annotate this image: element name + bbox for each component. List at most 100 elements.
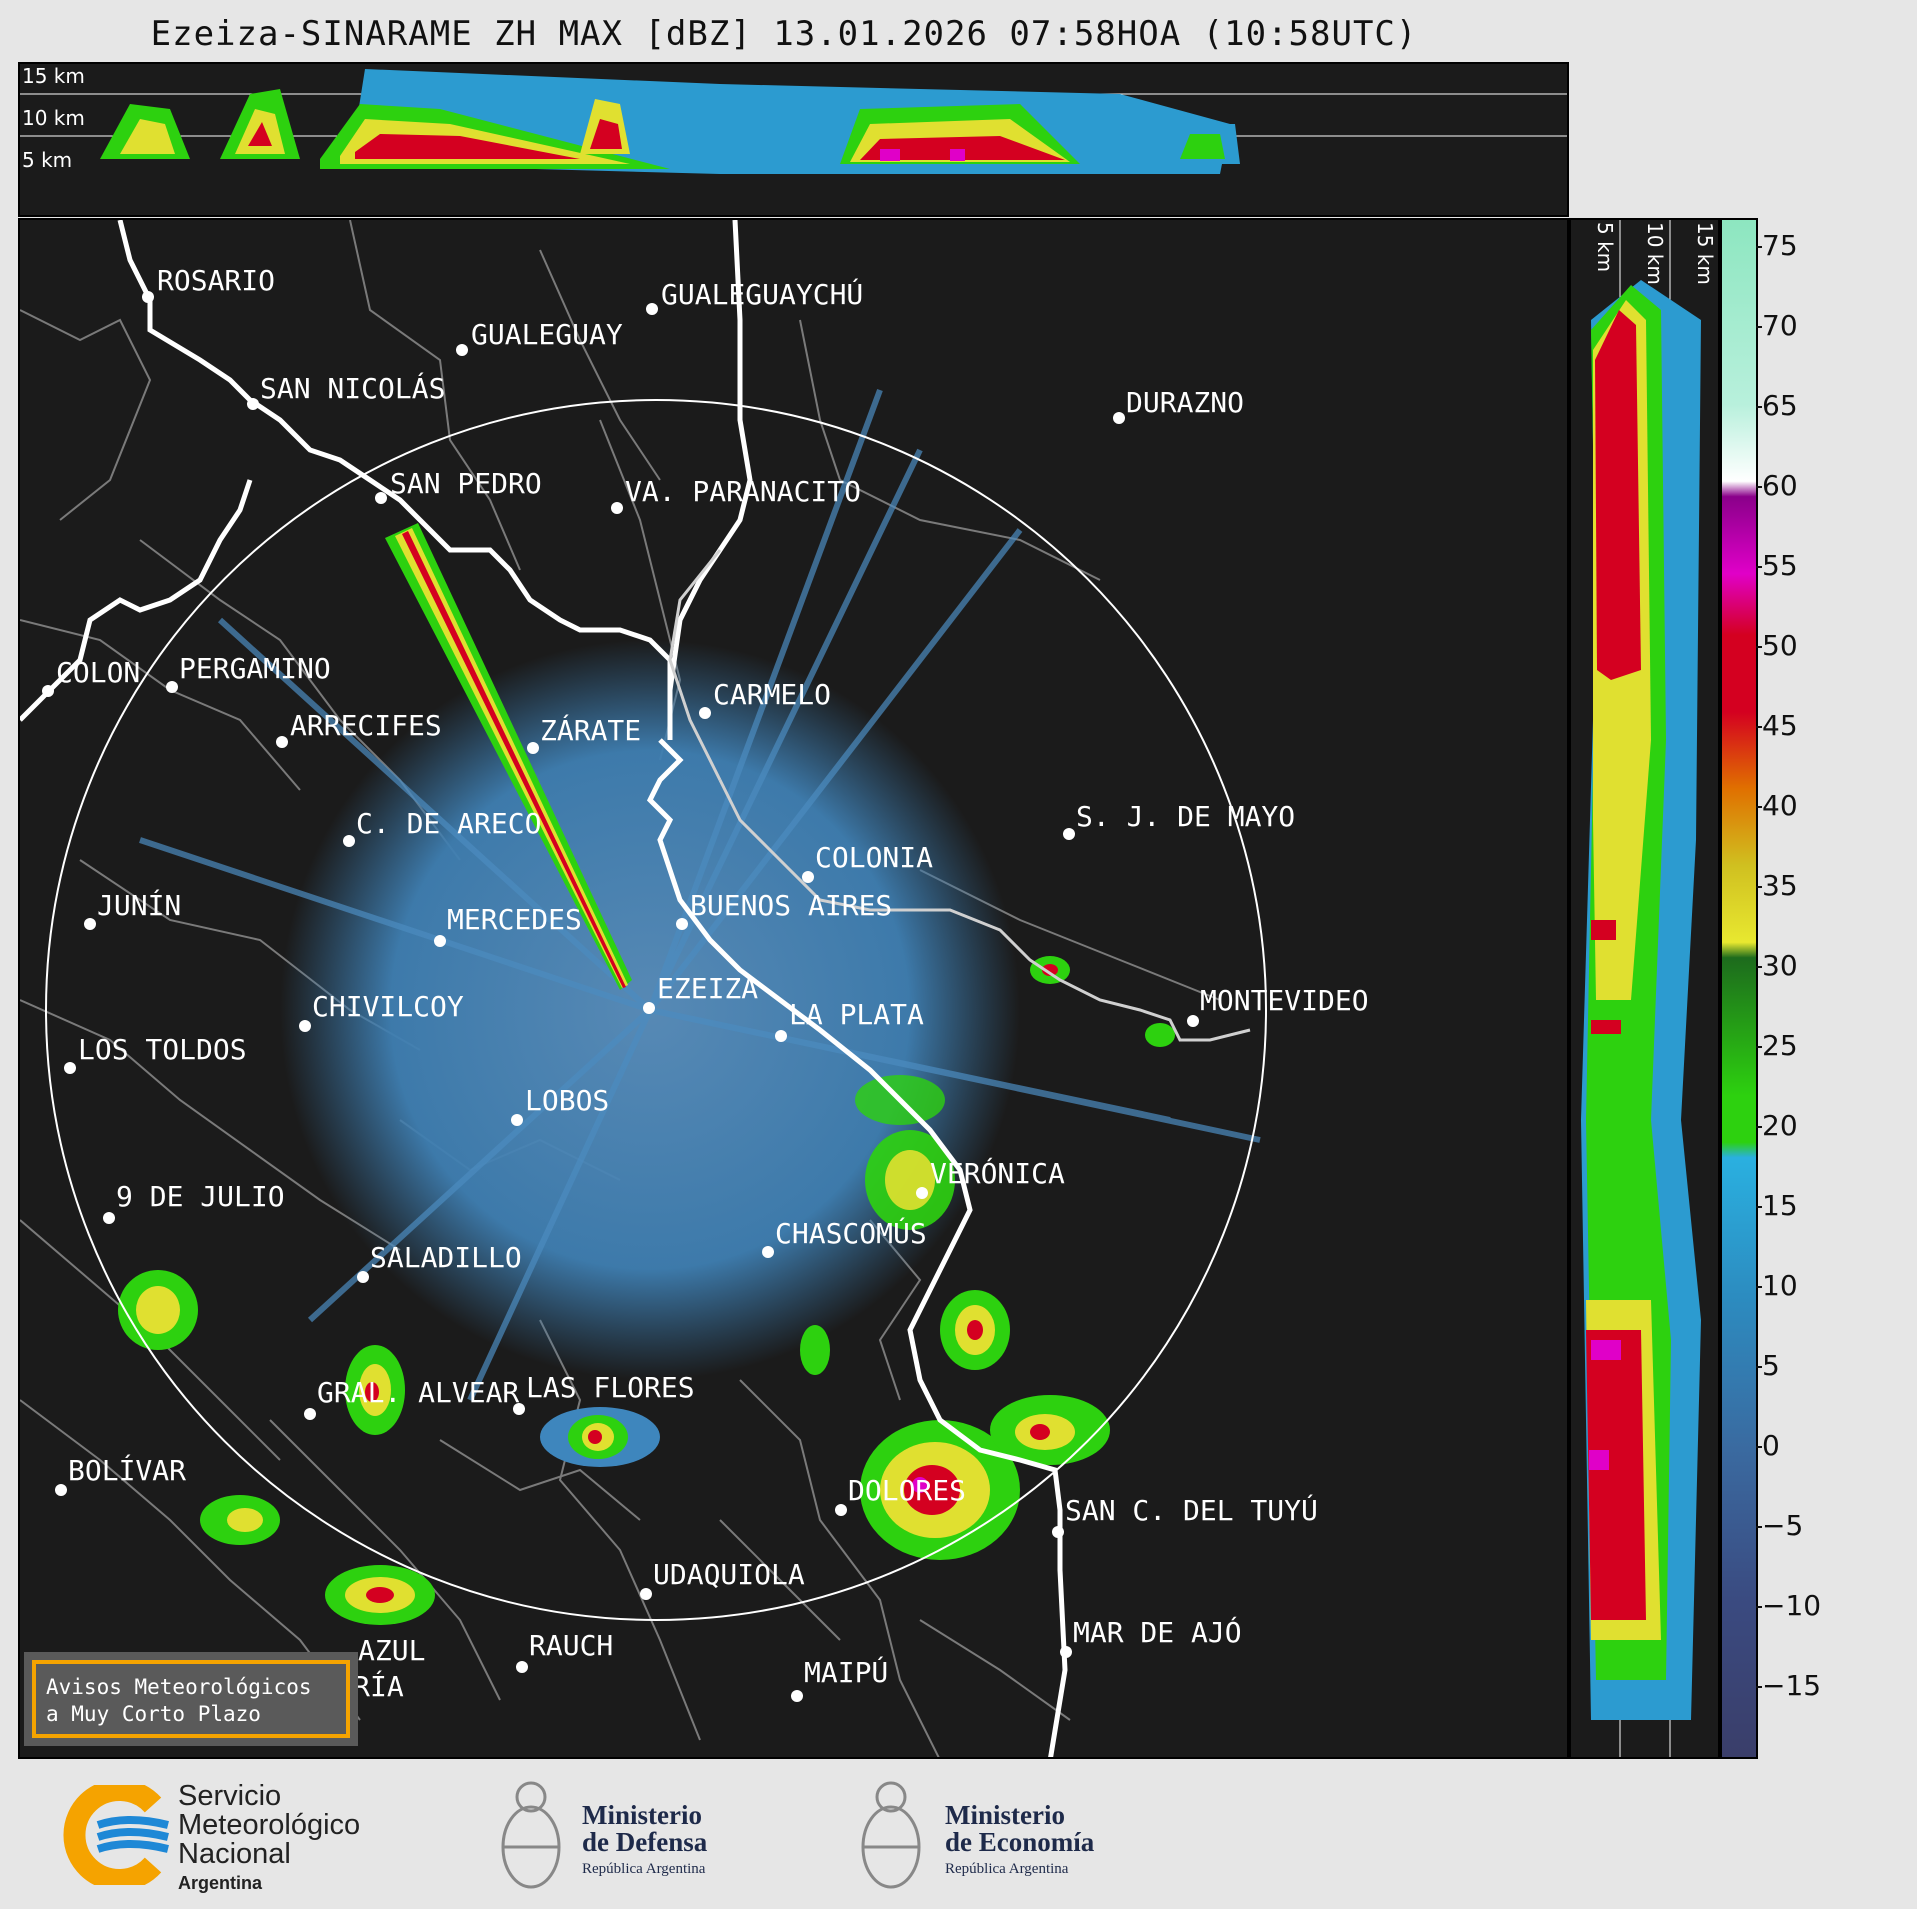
city-dot — [676, 918, 688, 930]
height-label-10km: 10 km — [22, 106, 85, 130]
warning-line-2: a Muy Corto Plazo — [46, 1702, 261, 1726]
city-dot — [42, 685, 54, 697]
coastlines — [20, 220, 1068, 1757]
smn-emblem-icon — [63, 1785, 169, 1885]
defensa-line-2: de Defensa — [582, 1827, 708, 1857]
radar-range-ring — [45, 399, 1267, 1621]
top-cross-section-panel: 15 km 10 km 5 km — [18, 62, 1569, 217]
uruguay-coast — [668, 549, 1251, 1042]
economia-line-3: República Argentina — [945, 1861, 1069, 1877]
colorbar-tick: −10 — [1755, 1589, 1822, 1622]
coat-of-arms-icon — [495, 1775, 567, 1895]
colorbar-tick: −5 — [1755, 1509, 1804, 1542]
city-label: MAR DE AJÓ — [1073, 1616, 1242, 1649]
warning-link-frame[interactable]: Avisos Meteorológicos a Muy Corto Plazo — [32, 1660, 350, 1738]
city-label: SAN NICOLÁS — [260, 372, 446, 405]
city-dot — [434, 935, 446, 947]
colorbar-tick: 40 — [1756, 789, 1798, 822]
city-label: SAN C. DEL TUYÚ — [1065, 1494, 1318, 1527]
city-dot — [1063, 828, 1075, 840]
radar-map-panel: ROSARIO GUALEGUAYCHÚ GUALEGUAY SAN NICOL… — [18, 218, 1569, 1759]
city-label: COLONIA — [815, 841, 934, 874]
city-label: GUALEGUAY — [471, 318, 623, 351]
colorbar-tick: 45 — [1756, 709, 1798, 742]
city-dot — [142, 291, 154, 303]
city-dot — [166, 681, 178, 693]
colorbar-tick: 0 — [1756, 1429, 1780, 1462]
city-dot — [791, 1690, 803, 1702]
city-dot — [762, 1246, 774, 1258]
reflectivity-colorbar — [1720, 218, 1758, 1759]
city-label: MERCEDES — [447, 903, 582, 936]
city-label: CARMELO — [713, 678, 832, 711]
colorbar-tick: 70 — [1756, 309, 1798, 342]
warning-link-box[interactable]: Avisos Meteorológicos a Muy Corto Plazo — [24, 1652, 358, 1746]
colorbar-gradient — [1722, 220, 1756, 1757]
city-label: SALADILLO — [370, 1241, 522, 1274]
colorbar-tick: 25 — [1756, 1029, 1798, 1062]
colorbar-tick: 20 — [1756, 1109, 1798, 1142]
city-label: MAIPÚ — [804, 1656, 889, 1689]
height-label-5km: 5 km — [22, 148, 73, 172]
city-label: LOS TOLDOS — [78, 1033, 247, 1066]
city-dot — [775, 1030, 787, 1042]
city-label: GUALEGUAYCHÚ — [661, 278, 864, 311]
economia-line-2: de Economía — [945, 1827, 1095, 1857]
city-dot — [513, 1403, 525, 1415]
city-dot — [611, 502, 623, 514]
height-label-5km-side: 5 km — [1593, 222, 1617, 273]
city-label: S. J. DE MAYO — [1076, 800, 1296, 833]
radar-echo-field — [118, 388, 1261, 1625]
colorbar-tick: 50 — [1756, 629, 1798, 662]
city-dot — [1052, 1526, 1064, 1538]
city-dot — [276, 736, 288, 748]
city-label: AZUL — [358, 1634, 426, 1667]
smn-line-1: Servicio — [178, 1780, 282, 1812]
city-label: ROSARIO — [157, 264, 276, 297]
city-label: LOBOS — [525, 1084, 610, 1117]
city-label: GRAL. ALVEAR — [317, 1376, 520, 1409]
top-cross-section-echoes — [20, 69, 1567, 174]
colorbar-tick: 55 — [1756, 549, 1798, 582]
city-dot — [916, 1187, 928, 1199]
city-dot — [103, 1212, 115, 1224]
city-dot — [247, 398, 259, 410]
city-label: UDAQUIOLA — [653, 1558, 805, 1591]
smn-line-4: Argentina — [178, 1873, 263, 1893]
cross-section-cells — [100, 69, 1240, 174]
city-label: COLON — [56, 656, 141, 689]
economia-line-1: Ministerio — [945, 1800, 1065, 1830]
warning-line-1: Avisos Meteorológicos — [46, 1675, 312, 1699]
defensa-text: Ministerio de Defensa República Argentin… — [582, 1802, 707, 1883]
city-label: BOLÍVAR — [68, 1454, 187, 1487]
city-label: CHIVILCOY — [312, 990, 464, 1023]
side-cross-section-echoes — [1581, 220, 1701, 1757]
height-label-15km-side: 15 km — [1693, 222, 1717, 285]
city-dot — [516, 1661, 528, 1673]
city-label: VA. PARANACITO — [625, 475, 862, 508]
economia-text: Ministerio de Economía República Argenti… — [945, 1802, 1094, 1883]
city-label: LAS FLORES — [526, 1371, 695, 1404]
colorbar-tick: 5 — [1756, 1349, 1780, 1382]
side-cross-section-panel: 5 km 10 km 15 km — [1569, 218, 1720, 1759]
city-label: ZÁRATE — [540, 714, 642, 747]
colorbar-tick: 10 — [1756, 1269, 1798, 1302]
height-label-10km-side: 10 km — [1643, 222, 1667, 285]
city-label: SAN PEDRO — [390, 467, 542, 500]
city-dot — [343, 835, 355, 847]
city-label: EZEIZA — [657, 972, 759, 1005]
city-label: LA PLATA — [789, 998, 924, 1031]
city-dot — [64, 1062, 76, 1074]
city-dot — [640, 1588, 652, 1600]
defensa-line-3: República Argentina — [582, 1861, 706, 1877]
colorbar-tick: 75 — [1756, 229, 1798, 262]
city-dot — [511, 1114, 523, 1126]
city-label: DOLORES — [848, 1474, 967, 1507]
city-label: CHASCOMÚS — [775, 1217, 927, 1250]
colorbar-tick: −15 — [1755, 1669, 1822, 1702]
city-dot — [357, 1271, 369, 1283]
city-dot — [527, 742, 539, 754]
defensa-line-1: Ministerio — [582, 1800, 702, 1830]
colorbar-tick: 35 — [1756, 869, 1798, 902]
city-dot — [456, 344, 468, 356]
